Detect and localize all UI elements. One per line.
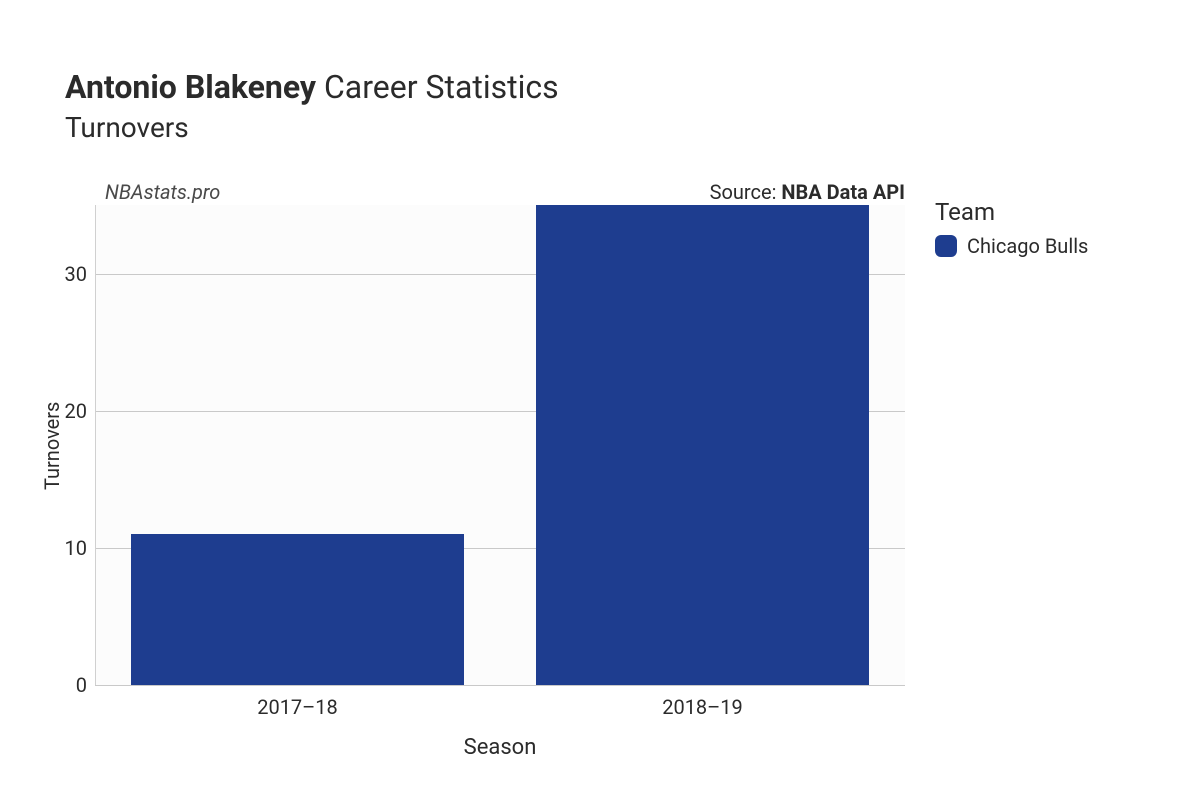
y-tick-label: 30 bbox=[65, 262, 87, 286]
legend-item: Chicago Bulls bbox=[935, 234, 1088, 258]
x-tick-label: 2017–18 bbox=[257, 695, 338, 719]
title-block: Antonio Blakeney Career Statistics Turno… bbox=[65, 70, 559, 144]
x-axis-title: Season bbox=[464, 735, 537, 760]
chart-subtitle: Turnovers bbox=[65, 111, 559, 144]
y-tick-label: 20 bbox=[65, 399, 87, 423]
bar bbox=[131, 534, 463, 685]
y-axis-line bbox=[95, 205, 96, 685]
x-tick-label: 2018–19 bbox=[662, 695, 743, 719]
legend-item-label: Chicago Bulls bbox=[967, 234, 1088, 258]
legend-title: Team bbox=[935, 198, 1088, 226]
title-rest: Career Statistics bbox=[316, 68, 559, 106]
bar bbox=[536, 205, 868, 685]
y-axis-title: Turnovers bbox=[40, 402, 64, 490]
source-label: Source: bbox=[710, 180, 782, 204]
watermark-text: NBAstats.pro bbox=[105, 180, 220, 204]
legend: Team Chicago Bulls bbox=[935, 198, 1088, 258]
chart-container: Antonio Blakeney Career Statistics Turno… bbox=[0, 0, 1200, 800]
source-value: NBA Data API bbox=[781, 180, 905, 204]
legend-swatch bbox=[935, 235, 957, 257]
gridline bbox=[95, 685, 905, 686]
chart-title: Antonio Blakeney Career Statistics bbox=[65, 70, 559, 105]
y-tick-label: 10 bbox=[65, 536, 87, 560]
plot-area bbox=[95, 205, 905, 685]
title-player-name: Antonio Blakeney bbox=[65, 68, 316, 106]
source-attribution: Source: NBA Data API bbox=[710, 180, 905, 204]
y-tick-label: 0 bbox=[76, 673, 87, 697]
